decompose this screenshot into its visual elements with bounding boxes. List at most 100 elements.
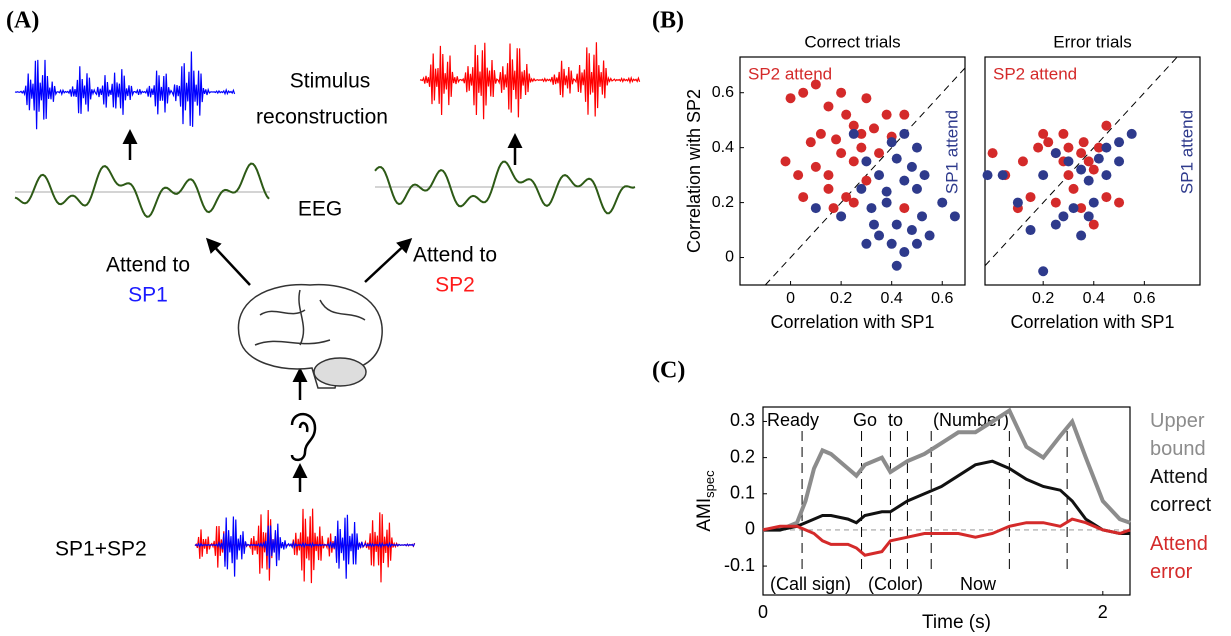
scatter-point bbox=[810, 161, 821, 172]
arrows bbox=[122, 129, 523, 492]
series-label: SP1 attend bbox=[1177, 110, 1196, 194]
event-label: Go bbox=[853, 410, 877, 430]
scatter-point bbox=[906, 225, 917, 236]
y-axis-label: Correlation with SP2 bbox=[684, 89, 704, 253]
scatter-point bbox=[949, 211, 960, 222]
scatter-point bbox=[899, 175, 910, 186]
scatter-point bbox=[1058, 128, 1069, 139]
scatter-point bbox=[810, 203, 821, 214]
scatter-point bbox=[1012, 197, 1023, 208]
chart-title: Error trials bbox=[1053, 32, 1131, 51]
scatter-point bbox=[785, 93, 796, 104]
diagram-label: EEG bbox=[298, 198, 342, 221]
scatter-point bbox=[848, 120, 859, 131]
y-axis-label-sub: spec bbox=[702, 470, 717, 498]
scatter-point bbox=[798, 192, 809, 203]
legend-entry: Attend error bbox=[1150, 533, 1208, 583]
scatter-point bbox=[1063, 156, 1074, 167]
scatter-point bbox=[881, 197, 892, 208]
scatter-point bbox=[997, 170, 1008, 181]
event-label: to bbox=[888, 410, 903, 430]
scatter-point bbox=[874, 170, 885, 181]
scatter-point bbox=[831, 134, 842, 145]
scatter-point bbox=[1088, 164, 1099, 175]
scatter-point bbox=[823, 183, 834, 194]
scatter-point bbox=[868, 123, 879, 134]
scatter-point bbox=[1114, 156, 1125, 167]
scatter-point bbox=[810, 79, 821, 90]
scatter-point bbox=[917, 211, 928, 222]
scatter-point bbox=[1126, 128, 1137, 139]
scatter-point bbox=[1076, 148, 1087, 159]
y-tick-label: 0.3 bbox=[730, 410, 755, 430]
scatter-point bbox=[1078, 137, 1089, 148]
ear-icon bbox=[290, 412, 317, 462]
chart-title: Correct trials bbox=[804, 32, 900, 51]
x-tick-label: 0.6 bbox=[931, 290, 953, 307]
scatter-point bbox=[780, 156, 791, 167]
scatter-point bbox=[924, 230, 935, 241]
scatter-point bbox=[874, 230, 885, 241]
scatter-point bbox=[861, 156, 872, 167]
scatter-point bbox=[919, 170, 930, 181]
scatter-point bbox=[891, 219, 902, 230]
scatter-point bbox=[1038, 266, 1049, 277]
scatter-point bbox=[823, 101, 834, 112]
eeg-trace bbox=[14, 162, 270, 218]
scatter-point bbox=[899, 109, 910, 120]
y-tick-label: 0 bbox=[725, 249, 734, 266]
x-tick-label: 0.6 bbox=[1133, 290, 1155, 307]
scatter-point bbox=[911, 238, 922, 249]
scatter-point bbox=[861, 93, 872, 104]
y-axis-label: AMIspec bbox=[694, 470, 717, 532]
scatter-point bbox=[899, 247, 910, 258]
scatter-point bbox=[1043, 137, 1054, 148]
scatter-point bbox=[836, 211, 847, 222]
diagram-label: SP2 bbox=[435, 274, 475, 297]
y-axis-label-main: AMI bbox=[694, 498, 715, 532]
diagram-label: Attend to bbox=[413, 244, 497, 267]
scatter-point bbox=[881, 186, 892, 197]
scatter-point bbox=[1058, 211, 1069, 222]
scatter-point bbox=[841, 192, 852, 203]
x-tick-label: 0.2 bbox=[1032, 290, 1054, 307]
scatter-point bbox=[1114, 197, 1125, 208]
scatter-point bbox=[899, 203, 910, 214]
scatter-point bbox=[911, 142, 922, 153]
y-tick-label: 0.1 bbox=[730, 483, 755, 503]
plot-frame bbox=[762, 406, 1131, 596]
scatter-point bbox=[1050, 148, 1061, 159]
scatter-point bbox=[1088, 219, 1099, 230]
legend-entry: Upper bound bbox=[1150, 410, 1206, 460]
panel-label: (B) bbox=[652, 8, 684, 34]
scatter-point bbox=[1083, 211, 1094, 222]
series-line bbox=[763, 407, 1131, 532]
x-tick-label: 0 bbox=[758, 602, 768, 622]
scatter-point bbox=[856, 128, 867, 139]
x-axis-label: Time (s) bbox=[922, 612, 991, 633]
y-tick-label: 0.4 bbox=[712, 139, 734, 156]
scatter-point bbox=[1038, 128, 1049, 139]
scatter-point bbox=[987, 148, 998, 159]
scatter-point bbox=[823, 170, 834, 181]
scatter-point bbox=[1025, 225, 1036, 236]
scatter-point bbox=[1063, 142, 1074, 153]
scatter-point bbox=[841, 109, 852, 120]
scatter-point bbox=[856, 142, 867, 153]
scatter-point bbox=[874, 148, 885, 159]
scatter-point bbox=[1088, 197, 1099, 208]
scatter-point bbox=[798, 87, 809, 98]
scatter-point bbox=[836, 87, 847, 98]
scatter-point bbox=[861, 238, 872, 249]
scatter-point bbox=[828, 203, 839, 214]
scatter-point bbox=[805, 137, 816, 148]
diagram-label: SP1+SP2 bbox=[55, 538, 147, 561]
event-label: (Call sign) bbox=[770, 574, 851, 594]
scatter-point bbox=[1093, 142, 1104, 153]
diagram-label: reconstruction bbox=[256, 106, 388, 129]
scatter-point bbox=[881, 109, 892, 120]
scatter-point bbox=[886, 238, 897, 249]
scatter-point bbox=[1038, 170, 1049, 181]
series-line bbox=[763, 459, 1130, 535]
